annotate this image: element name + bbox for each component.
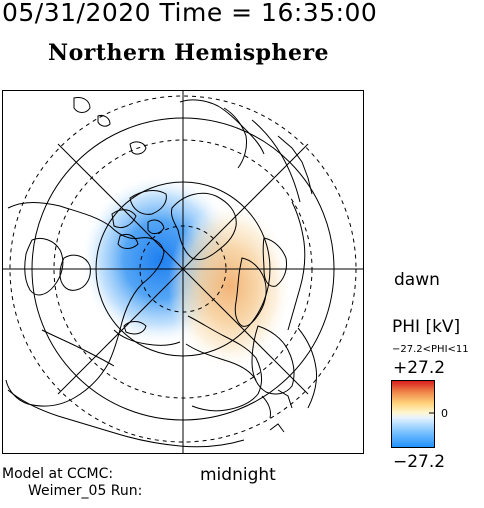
colorbar-title: PHI [kV] xyxy=(392,317,461,337)
run-label: Weimer_05 Run: xyxy=(28,483,143,499)
colorbar-gradient xyxy=(391,380,435,448)
dawn-label: dawn xyxy=(394,270,440,290)
colorbar-range: −27.2<PHI<11 xyxy=(392,344,469,355)
positive-potential-cell xyxy=(168,202,292,370)
hemisphere-title: Northern Hemisphere xyxy=(48,40,330,66)
timestamp-title: 05/31/2020 Time = 16:35:00 xyxy=(2,0,378,27)
meridian-grid xyxy=(2,90,364,454)
model-label: Model at CCMC: xyxy=(2,466,114,482)
colorbar-zero-label: 0 xyxy=(441,407,448,420)
plot-frame-border xyxy=(2,90,364,454)
colorbar-max-label: +27.2 xyxy=(393,358,446,378)
polar-map-plot xyxy=(2,90,364,454)
midnight-label: midnight xyxy=(200,465,276,485)
colorbar xyxy=(391,380,435,448)
colorbar-min-label: −27.2 xyxy=(393,452,446,472)
